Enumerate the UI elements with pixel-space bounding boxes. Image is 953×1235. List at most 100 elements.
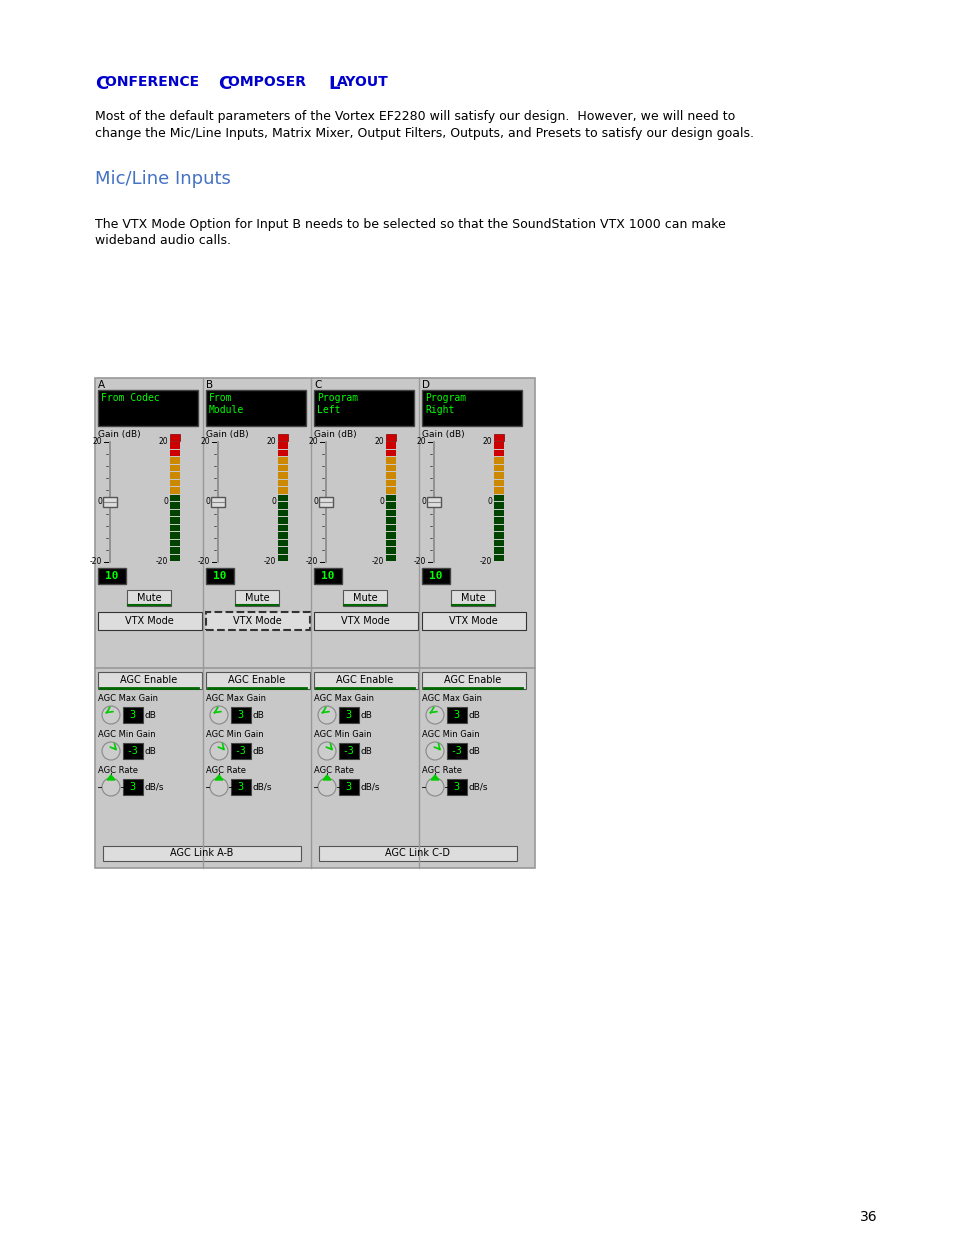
Bar <box>447 706 467 722</box>
Bar <box>98 568 126 584</box>
Bar <box>170 433 180 441</box>
Text: AGC Link A-B: AGC Link A-B <box>171 848 233 858</box>
Circle shape <box>210 742 228 760</box>
Bar <box>277 433 288 441</box>
Text: -20: -20 <box>479 557 492 567</box>
Bar <box>318 496 333 508</box>
Text: -3: -3 <box>342 746 354 756</box>
Bar <box>211 496 225 508</box>
Polygon shape <box>431 776 438 781</box>
Text: 0: 0 <box>97 498 102 506</box>
Text: dB: dB <box>469 746 480 756</box>
Bar <box>170 517 180 524</box>
Text: dB: dB <box>360 710 373 720</box>
Circle shape <box>426 706 443 724</box>
Bar <box>386 510 395 516</box>
Text: ONFERENCE: ONFERENCE <box>105 75 204 89</box>
Bar <box>314 568 341 584</box>
Text: 3: 3 <box>236 710 243 720</box>
Circle shape <box>210 706 228 724</box>
Bar <box>206 390 306 426</box>
Bar <box>170 487 180 494</box>
Circle shape <box>317 742 335 760</box>
Text: -20: -20 <box>263 557 275 567</box>
Bar <box>277 457 288 463</box>
Circle shape <box>317 706 335 724</box>
Text: dB: dB <box>469 710 480 720</box>
Bar <box>277 517 288 524</box>
Bar <box>277 510 288 516</box>
Text: AGC Rate: AGC Rate <box>421 766 461 776</box>
Text: 3: 3 <box>453 710 458 720</box>
Bar <box>386 517 395 524</box>
Text: 0: 0 <box>205 498 210 506</box>
Text: AGC Min Gain: AGC Min Gain <box>421 730 479 739</box>
Bar <box>338 743 358 760</box>
Text: AGC Enable: AGC Enable <box>444 676 501 685</box>
Bar <box>386 450 395 456</box>
Text: dB/s: dB/s <box>253 783 273 792</box>
Bar <box>277 494 288 501</box>
Bar <box>231 706 251 722</box>
Text: Gain (dB): Gain (dB) <box>98 430 140 438</box>
Bar <box>386 525 395 531</box>
Bar <box>103 496 117 508</box>
Bar <box>170 501 180 509</box>
Bar <box>170 525 180 531</box>
Bar <box>277 450 288 456</box>
Bar <box>386 487 395 494</box>
Bar <box>494 547 503 553</box>
Bar <box>170 457 180 463</box>
FancyBboxPatch shape <box>103 846 301 861</box>
Bar <box>231 779 251 795</box>
Text: 3: 3 <box>453 782 458 792</box>
Bar <box>494 525 503 531</box>
Text: 3: 3 <box>236 782 243 792</box>
Bar <box>338 706 358 722</box>
Bar <box>494 555 503 561</box>
Text: Program
Right: Program Right <box>424 393 466 415</box>
Text: Mute: Mute <box>353 593 377 603</box>
Bar <box>277 547 288 553</box>
Text: 20: 20 <box>92 437 102 447</box>
Bar <box>386 433 395 441</box>
Text: 20: 20 <box>416 437 426 447</box>
Text: From
Module: From Module <box>209 393 244 415</box>
FancyBboxPatch shape <box>421 672 525 689</box>
Bar <box>170 450 180 456</box>
Bar <box>123 706 143 722</box>
Text: wideband audio calls.: wideband audio calls. <box>95 233 231 247</box>
Circle shape <box>317 778 335 797</box>
Bar <box>277 464 288 471</box>
Text: -3: -3 <box>233 746 246 756</box>
Text: -20: -20 <box>414 557 426 567</box>
Circle shape <box>210 778 228 797</box>
Text: Mute: Mute <box>244 593 269 603</box>
Text: AGC Link C-D: AGC Link C-D <box>385 848 450 858</box>
Bar <box>494 501 503 509</box>
Bar <box>494 494 503 501</box>
FancyBboxPatch shape <box>127 590 171 606</box>
Text: AGC Enable: AGC Enable <box>120 676 177 685</box>
Text: 20: 20 <box>200 437 210 447</box>
Bar <box>277 479 288 487</box>
FancyBboxPatch shape <box>206 672 310 689</box>
Polygon shape <box>214 776 223 781</box>
Bar <box>494 540 503 546</box>
Text: From Codec: From Codec <box>101 393 159 403</box>
Text: Mic/Line Inputs: Mic/Line Inputs <box>95 170 231 188</box>
FancyBboxPatch shape <box>206 613 310 630</box>
Text: The VTX Mode Option for Input B needs to be selected so that the SoundStation VT: The VTX Mode Option for Input B needs to… <box>95 219 725 231</box>
Text: AGC Rate: AGC Rate <box>98 766 138 776</box>
Text: AGC Enable: AGC Enable <box>336 676 394 685</box>
Bar <box>386 501 395 509</box>
Bar <box>170 472 180 478</box>
Bar <box>494 457 503 463</box>
Text: dB: dB <box>253 746 265 756</box>
Bar <box>277 532 288 538</box>
Text: dB/s: dB/s <box>145 783 164 792</box>
Text: 0: 0 <box>487 498 492 506</box>
Text: C: C <box>218 75 231 93</box>
Text: AGC Max Gain: AGC Max Gain <box>206 694 266 703</box>
Text: AGC Max Gain: AGC Max Gain <box>314 694 374 703</box>
